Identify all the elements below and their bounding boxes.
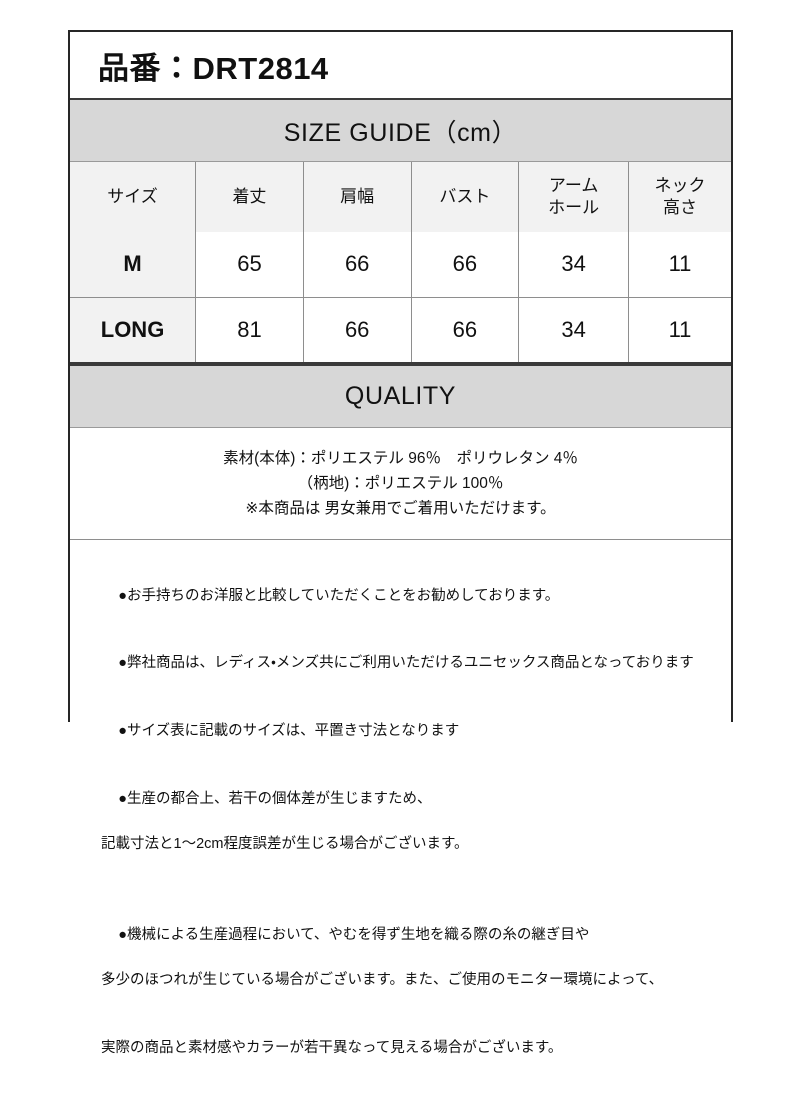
size-table: サイズ 着丈 肩幅 バスト アーム ホール (70, 162, 731, 362)
column-header-neck-height-line-1: ネック (654, 176, 706, 196)
note-text-variance: 生産の都合上、若干の個体差が生じますため、 (127, 791, 432, 808)
list-item: ●弊社商品は、レディス・メンズ共にご利用いただけるユニセックス商品となっておりま… (86, 630, 731, 698)
column-header-shoulder-line-1: 肩幅 (340, 187, 375, 207)
note-text-flat-measure: サイズ表に記載のサイズは、平置き寸法となります (127, 723, 460, 740)
cell-neck-height-m: 11 (628, 232, 731, 298)
column-header-armhole-line-2: ホール (548, 198, 600, 217)
bullet-icon: ● (118, 655, 127, 672)
size-guide-card: 品番：DRT2814 SIZE GUIDE（cm） サイズ 着丈 (68, 30, 733, 1105)
column-header-length: 着丈 (195, 162, 304, 232)
cell-armhole-m: 34 (518, 232, 629, 298)
cell-armhole-long: 34 (518, 297, 629, 362)
quality-line-material-body: 素材(本体)：ポリエステル 96％ ポリウレタン 4％ (223, 449, 578, 467)
column-header-neck-height-line-2: 高さ (663, 198, 697, 217)
list-item: ●生産の都合上、若干の個体差が生じますため、 記載寸法と1〜2cm程度誤差が生じ… (86, 765, 731, 901)
size-guide-band: SIZE GUIDE（cm） (70, 98, 731, 162)
column-header-shoulder: 肩幅 (303, 162, 412, 232)
note-text-production-cont-2: 実際の商品と素材感やカラーが若干異なって見える場合がございます。 (101, 1039, 563, 1056)
note-text-production-cont-1: 多少のほつれが生じている場合がございます。また、ご使用のモニター環境によって、 (101, 971, 664, 988)
bullet-icon: ● (118, 587, 127, 604)
page-title: 品番：DRT2814 (98, 50, 329, 86)
cell-size-m: M (70, 232, 197, 298)
list-item: ●サイズ表に記載のサイズは、平置き寸法となります (86, 698, 731, 766)
size-table-body: M 65 66 66 34 11 LONG 81 66 66 34 11 (70, 232, 731, 362)
bullet-icon: ● (118, 791, 127, 808)
column-header-bust-line-1: バスト (439, 187, 491, 207)
cell-size-long: LONG (70, 297, 197, 362)
size-guide-page: 品番：DRT2814 SIZE GUIDE（cm） サイズ 着丈 (68, 30, 733, 1105)
cell-length-long: 81 (195, 297, 304, 362)
notes-section: ●お手持ちのお洋服と比較していただくことをお勧めしております。 ●弊社商品は、レ… (70, 540, 731, 1105)
list-item: ●お手持ちのお洋服と比較していただくことをお勧めしております。 (86, 562, 731, 630)
column-header-length-line-1: 着丈 (232, 187, 267, 207)
bullet-icon: ● (118, 723, 127, 740)
cell-length-m: 65 (195, 232, 304, 298)
column-header-neck-height: ネック 高さ (628, 162, 731, 232)
column-header-armhole: アーム ホール (518, 162, 629, 232)
size-table-head: サイズ 着丈 肩幅 バスト アーム ホール (70, 162, 731, 232)
cell-bust-long: 66 (411, 297, 520, 362)
column-header-armhole-line-1: アーム (548, 176, 599, 196)
size-guide-band-title: SIZE GUIDE（cm） (283, 118, 518, 147)
quality-band-title: QUALITY (344, 382, 457, 410)
note-text-compare: お手持ちのお洋服と比較していただくことをお勧めしております。 (127, 587, 560, 604)
note-text-unisex: 弊社商品は、レディス・メンズ共にご利用いただけるユニセックス商品となっております (127, 655, 694, 672)
quality-line-unisex-note: ※本商品は 男女兼用でご着用いただけます。 (245, 500, 556, 518)
quality-line-material-pattern: （柄地)：ポリエステル 100％ (297, 474, 504, 492)
table-header-row: サイズ 着丈 肩幅 バスト アーム ホール (70, 162, 731, 232)
cell-shoulder-m: 66 (303, 232, 412, 298)
quality-band: QUALITY (70, 364, 731, 428)
quality-details: 素材(本体)：ポリエステル 96％ ポリウレタン 4％ （柄地)：ポリエステル … (70, 428, 731, 540)
cell-neck-height-long: 11 (628, 297, 731, 362)
note-text-variance-cont-1: 記載寸法と1〜2cm程度誤差が生じる場合がございます。 (101, 836, 469, 853)
size-table-wrapper: サイズ 着丈 肩幅 バスト アーム ホール (70, 162, 731, 364)
column-header-size-line-1: サイズ (107, 187, 158, 207)
list-item: ●機械による生産過程において、やむを得ず生地を織る際の糸の継ぎ目や 多少のほつれ… (86, 901, 731, 1104)
bullet-icon: ● (118, 926, 127, 943)
cell-shoulder-long: 66 (303, 297, 412, 362)
column-header-bust: バスト (411, 162, 520, 232)
note-text-production: 機械による生産過程において、やむを得ず生地を織る際の糸の継ぎ目や (127, 926, 590, 943)
table-row: LONG 81 66 66 34 11 (70, 297, 731, 362)
cell-bust-m: 66 (411, 232, 520, 298)
product-code-row: 品番：DRT2814 (70, 32, 731, 98)
table-row: M 65 66 66 34 11 (70, 232, 731, 298)
column-header-size: サイズ (70, 162, 197, 232)
